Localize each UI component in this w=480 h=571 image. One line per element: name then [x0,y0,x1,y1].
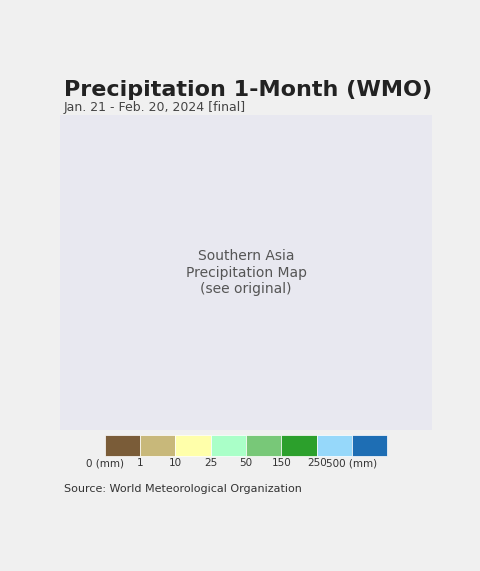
Text: 25: 25 [204,458,217,468]
Text: 0 (mm): 0 (mm) [85,458,124,468]
Bar [211,435,246,456]
Bar [352,435,387,456]
Bar [246,435,281,456]
Bar [281,435,317,456]
Text: 150: 150 [272,458,291,468]
Text: Jan. 21 - Feb. 20, 2024 [final]: Jan. 21 - Feb. 20, 2024 [final] [64,101,246,114]
Text: Southern Asia
Precipitation Map
(see original): Southern Asia Precipitation Map (see ori… [185,250,307,296]
Text: 50: 50 [240,458,252,468]
Bar [140,435,175,456]
Text: Source: World Meteorological Organization: Source: World Meteorological Organizatio… [64,484,301,494]
Text: 1: 1 [137,458,144,468]
Text: 500 (mm): 500 (mm) [326,458,378,468]
Bar [175,435,211,456]
Bar [105,435,140,456]
Text: 250: 250 [307,458,326,468]
FancyBboxPatch shape [58,112,434,433]
Text: 10: 10 [169,458,182,468]
Bar [317,435,352,456]
Text: Precipitation 1-Month (WMO): Precipitation 1-Month (WMO) [64,80,432,100]
